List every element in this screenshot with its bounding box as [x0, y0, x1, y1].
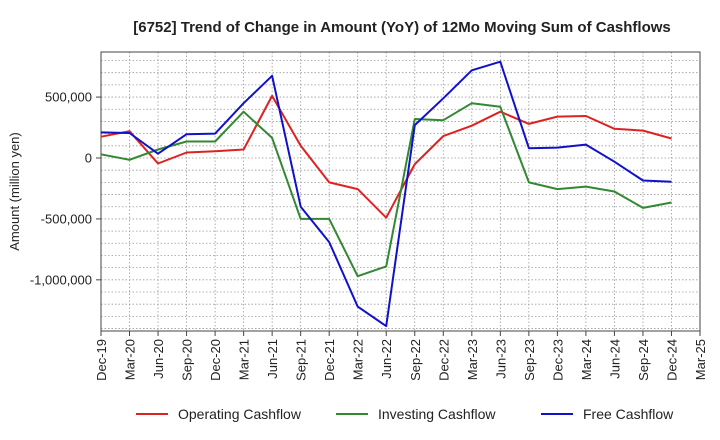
legend: Operating Cashflow Investing Cashflow Free… — [136, 406, 674, 422]
x-tick-label: Dec-24 — [664, 339, 679, 381]
y-axis-ticks: 500,000 0 -500,000 -1,000,000 — [30, 90, 101, 287]
x-tick-label: Jun-24 — [607, 339, 622, 379]
x-tick-label: Jun-23 — [493, 339, 508, 379]
x-tick-label: Sep-20 — [180, 339, 195, 381]
plot-frame — [100, 51, 701, 332]
y-tick-label: 0 — [85, 150, 92, 165]
x-tick-label: Sep-22 — [408, 339, 423, 381]
x-tick-label: Mar-21 — [237, 339, 252, 380]
x-tick-label: Mar-24 — [579, 339, 594, 380]
x-tick-label: Mar-22 — [351, 339, 366, 380]
chart-title: [6752] Trend of Change in Amount (YoY) o… — [133, 19, 671, 36]
x-tick-label: Dec-20 — [208, 339, 223, 381]
x-tick-label: Jun-21 — [265, 339, 280, 379]
x-tick-label: Sep-24 — [636, 339, 651, 381]
x-tick-label: Dec-22 — [436, 339, 451, 381]
y-tick-label: -500,000 — [41, 211, 92, 226]
grid — [101, 52, 700, 331]
series-lines — [100, 60, 672, 328]
series-line-free-cashflow — [100, 60, 672, 328]
y-tick-label: -1,000,000 — [30, 272, 92, 287]
x-tick-label: Dec-23 — [550, 339, 565, 381]
y-tick-label: 500,000 — [45, 90, 92, 105]
x-tick-label: Mar-25 — [693, 339, 708, 380]
legend-label: Investing Cashflow — [378, 406, 496, 422]
x-tick-label: Mar-20 — [123, 339, 138, 380]
x-tick-label: Dec-21 — [322, 339, 337, 381]
x-axis-ticks: Dec-19 Mar-20 Jun-20 Sep-20 Dec-20 Mar-21 Jun-… — [94, 331, 708, 381]
legend-label: Free Cashflow — [583, 406, 674, 422]
x-tick-label: Dec-19 — [94, 339, 109, 381]
series-line-investing-cashflow — [100, 102, 672, 278]
legend-label: Operating Cashflow — [178, 406, 302, 422]
x-tick-label: Jun-20 — [151, 339, 166, 379]
y-axis-label: Amount (million yen) — [7, 132, 22, 251]
series-line-operating-cashflow — [100, 94, 672, 219]
x-tick-label: Sep-23 — [522, 339, 537, 381]
x-tick-label: Mar-23 — [465, 339, 480, 380]
x-tick-label: Sep-21 — [294, 339, 309, 381]
x-tick-label: Jun-22 — [379, 339, 394, 379]
